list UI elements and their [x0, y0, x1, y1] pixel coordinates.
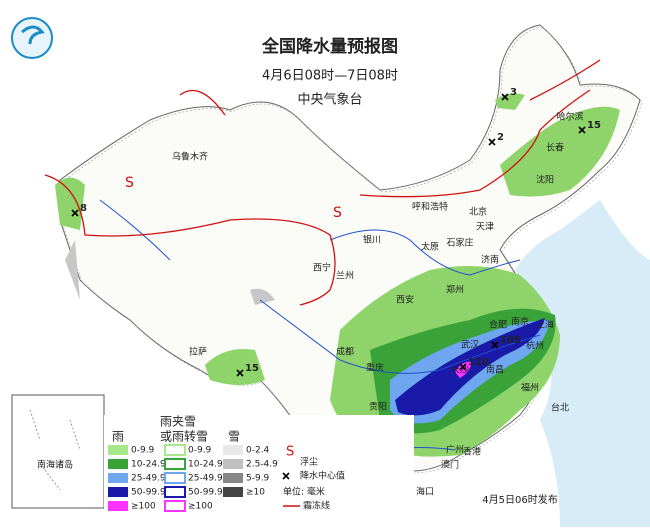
city-label: 贵阳: [369, 401, 387, 413]
city-label: 天津: [476, 222, 494, 233]
city-label: 拉萨: [189, 346, 207, 358]
city-label: 合肥: [489, 319, 507, 331]
city-label: 武汉: [461, 339, 479, 351]
city-label: 成都: [336, 346, 354, 358]
issuer: 中央气象台: [297, 92, 362, 108]
legend-symbol: [282, 472, 290, 480]
center-marker: [578, 126, 586, 134]
legend-swatch: [223, 473, 243, 483]
legend-label: 5-9.9: [246, 474, 270, 484]
legend-swatch: [108, 445, 128, 455]
dust-symbol: S: [333, 205, 342, 221]
legend-swatch: [164, 458, 186, 470]
legend-label: 霜冻线: [303, 500, 330, 512]
legend-label: 50-99.9: [131, 488, 166, 498]
center-marker: [459, 363, 467, 371]
inset: 南海诸岛: [11, 394, 105, 509]
legend-label: ≥100: [131, 502, 156, 512]
legend-swatch: [164, 472, 186, 484]
legend-swatch: [223, 445, 243, 455]
city-label: 沈阳: [536, 174, 554, 186]
city-label: 郑州: [446, 284, 464, 296]
center-marker: [236, 369, 244, 377]
center-value: 105: [500, 335, 521, 346]
legend-swatch: [108, 473, 128, 483]
legend-label: 降水中心值: [300, 470, 345, 482]
legend-label: 0-9.9: [188, 446, 212, 456]
legend-swatch: [164, 444, 186, 456]
center-value: 2: [497, 132, 504, 143]
city-label: 乌鲁木齐: [172, 151, 208, 163]
legend-label: ≥10: [246, 488, 265, 498]
city-label: 杭州: [526, 340, 544, 352]
legend-swatch: [164, 500, 186, 512]
legend-swatch: [223, 487, 243, 497]
city-label: 长春: [546, 142, 564, 154]
city-label: 台北: [551, 402, 569, 414]
center-marker: [71, 209, 79, 217]
city-label: 广州: [446, 444, 464, 456]
map-title: 全国降水量预报图: [261, 36, 398, 57]
city-label: 海口: [416, 486, 434, 498]
legend-swatch: [108, 487, 128, 497]
legend-heading: 雨夹雪: [160, 415, 196, 429]
city-label: 西宁: [313, 262, 331, 274]
center-marker: [491, 341, 499, 349]
city-label: 太原: [421, 241, 439, 253]
center-value: 110: [468, 357, 489, 368]
period: 4月6日08时—7日08时: [262, 69, 398, 84]
city-label: 重庆: [366, 362, 384, 374]
legend-label: 0-2.4: [246, 446, 270, 456]
inset-label: 南海诸岛: [37, 459, 73, 471]
city-label: 上海: [536, 319, 554, 331]
legend-label: 0-9.9: [131, 446, 155, 456]
legend-heading: 雪: [228, 430, 240, 444]
legend-label: 25-49.9: [131, 474, 166, 484]
legend-label: 25-49.9: [188, 474, 223, 484]
precipitation-centers: 3 2 15 8 15 105 110: [71, 87, 601, 377]
dust-symbol: S: [125, 175, 134, 191]
center-value: 8: [80, 203, 87, 214]
center-value: 15: [245, 363, 259, 374]
city-label: 银川: [363, 234, 381, 246]
legend-label: 浮尘: [300, 456, 318, 468]
legend-heading: 或雨转雪: [160, 429, 208, 444]
legend-label: 10-24.9: [188, 460, 223, 470]
city-label: 南京: [511, 316, 529, 328]
legend-swatch: [108, 501, 128, 511]
center-marker: [501, 93, 509, 101]
city-label: 南昌: [486, 364, 504, 376]
city-label: 兰州: [336, 270, 354, 282]
legend-heading: 雨: [112, 430, 124, 444]
city-label: 香港: [463, 446, 481, 458]
legend-label: 单位: 毫米: [283, 486, 325, 498]
legend-label: 50-99.9: [188, 488, 223, 498]
legend-label: 2.5-4.9: [246, 460, 278, 470]
city-label: 西安: [396, 294, 414, 306]
center-marker: [488, 138, 496, 146]
legend-label: ≥100: [188, 502, 213, 512]
legend-swatch: [223, 459, 243, 469]
legend-swatch: [108, 459, 128, 469]
city-label: 北京: [469, 206, 487, 218]
city-label: 济南: [481, 254, 499, 266]
center-value: 3: [510, 87, 517, 98]
center-value: 15: [587, 120, 601, 131]
city-label: 福州: [521, 382, 539, 394]
logo: [11, 17, 53, 59]
release-time: 4月5日06时发布: [482, 493, 557, 506]
city-label: 呼和浩特: [412, 201, 448, 213]
city-label: 哈尔滨: [556, 111, 583, 123]
legend-label: 10-24.9: [131, 460, 166, 470]
city-label: 石家庄: [446, 237, 473, 249]
city-label: 澳门: [441, 459, 459, 471]
legend-symbol: S: [286, 445, 294, 460]
legend-swatch: [164, 486, 186, 498]
